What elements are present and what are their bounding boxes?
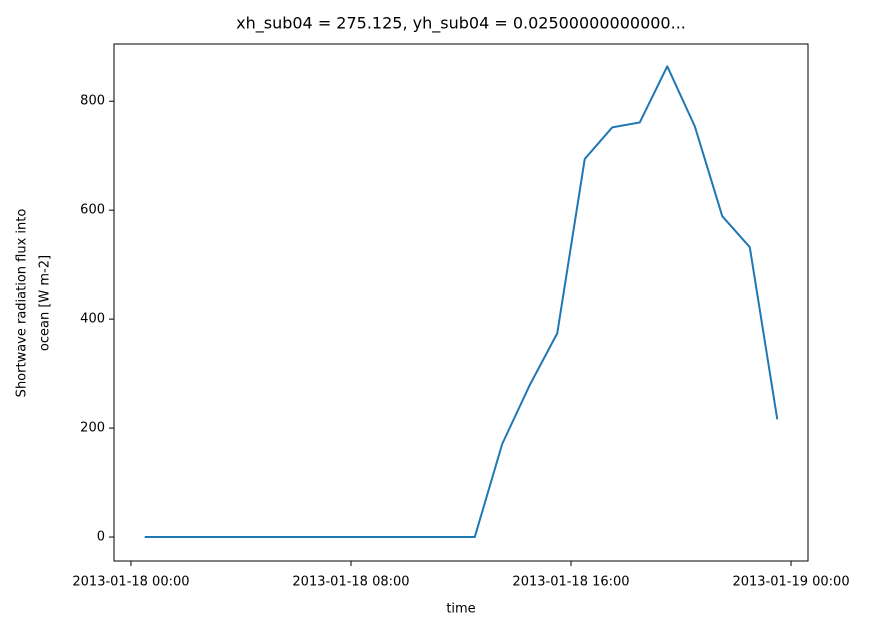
x-tick-label: 2013-01-19 00:00 xyxy=(732,575,849,590)
y-tick-label: 200 xyxy=(80,421,105,436)
y-tick-label: 800 xyxy=(80,94,105,109)
x-tick-label: 2013-01-18 16:00 xyxy=(512,575,629,590)
y-tick-label: 0 xyxy=(97,530,105,545)
line xyxy=(144,65,779,539)
y-axis-label: ocean [W m-2] xyxy=(38,255,53,351)
y-tick-label: 600 xyxy=(80,203,105,218)
x-tick-label: 2013-01-18 00:00 xyxy=(72,575,189,590)
y-axis-label: Shortwave radiation flux into xyxy=(15,209,30,398)
x-axis-label: time xyxy=(446,602,475,617)
chart-title: xh_sub04 = 275.125, yh_sub04 = 0.0250000… xyxy=(236,14,686,34)
y-tick-label: 400 xyxy=(80,312,105,327)
x-tick-label: 2013-01-18 08:00 xyxy=(292,575,409,590)
plot-frame xyxy=(113,43,809,562)
